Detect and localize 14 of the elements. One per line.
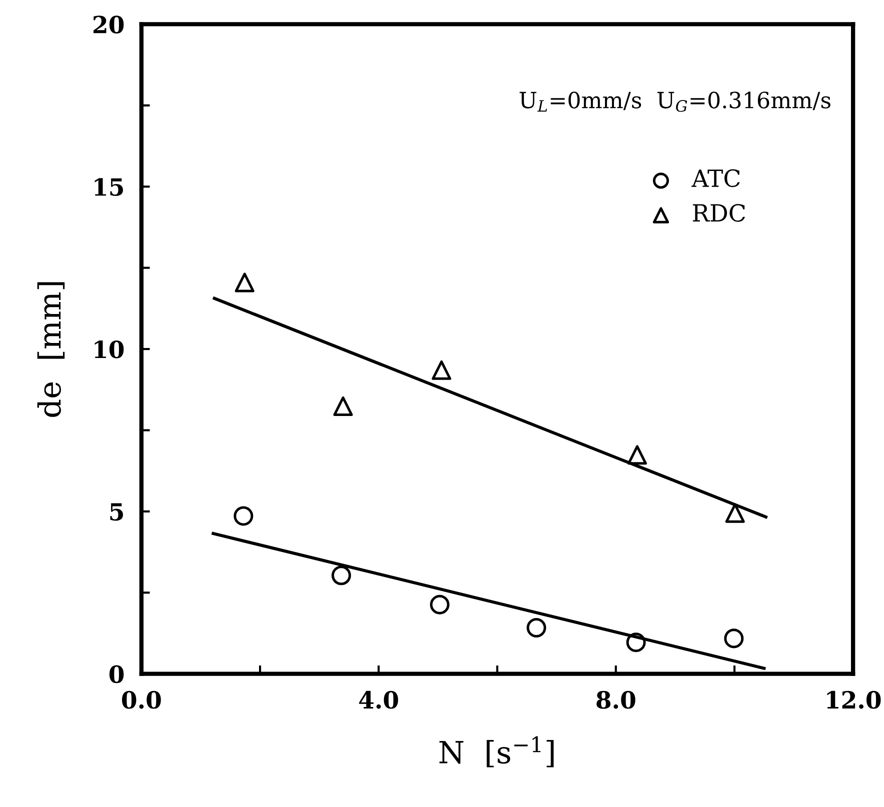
x-tick-label: 12.0 (827, 690, 881, 709)
y-axis-title: de [mm] (37, 282, 65, 417)
y-tick-label: 10 (94, 340, 124, 358)
y-tick-label: 0 (109, 665, 124, 684)
y-tick-label: 15 (94, 178, 123, 196)
x-tick-label: 4.0 (359, 690, 398, 709)
y-tick-label: 5 (110, 503, 123, 521)
y-tick-label: 20 (93, 16, 124, 34)
legend-label: RDC (692, 204, 745, 222)
annotation: U$_{L}$=0mm/s U$_{G}$=0.316mm/s (520, 92, 830, 112)
x-tick-label: 0.0 (122, 690, 161, 709)
x-axis-title: N [s$^{−1}$] (439, 736, 554, 768)
legend-label: ATC (692, 169, 740, 188)
x-tick-label: 8.0 (596, 690, 636, 709)
